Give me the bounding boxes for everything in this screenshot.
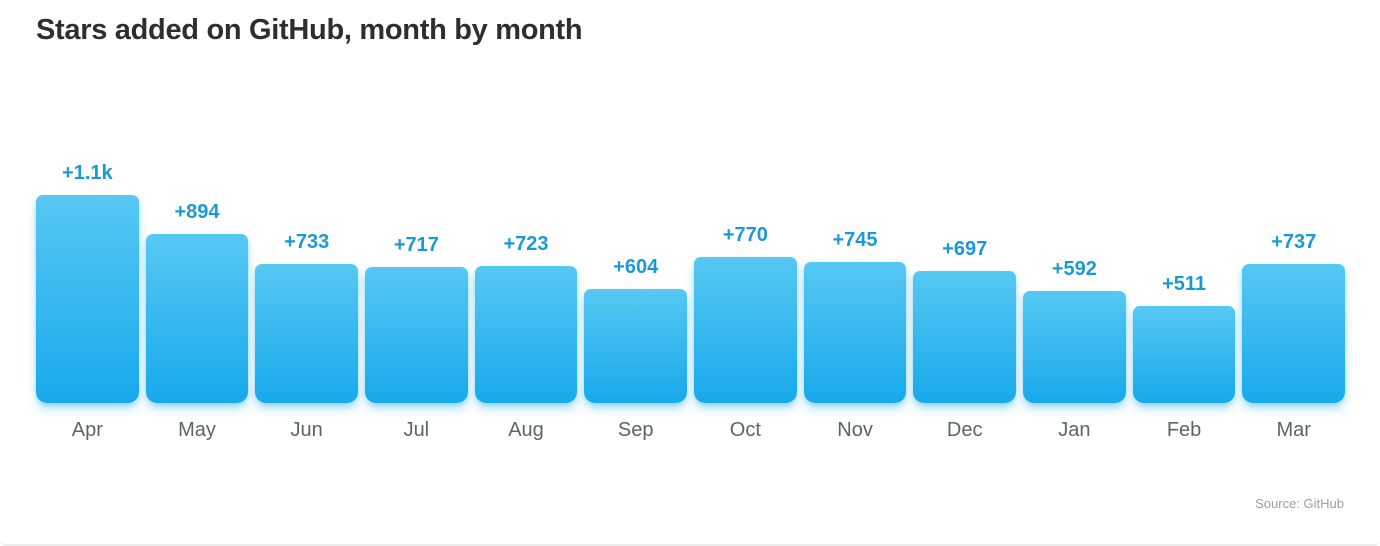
x-axis-tick-label: Dec <box>946 419 983 441</box>
bar <box>1242 264 1346 403</box>
bar-value-label: +717 <box>393 234 439 256</box>
bar-value-label: +1.1k <box>62 162 113 184</box>
bar-column: +511 <box>1132 195 1236 403</box>
bar <box>1132 306 1236 403</box>
x-axis-tick-label: Jan <box>1058 419 1091 441</box>
bar-value-label: +723 <box>503 233 549 255</box>
bar-column: +1.1k <box>36 162 139 403</box>
x-axis-tick-label: Aug <box>508 419 544 441</box>
bar-column: +604 <box>584 195 688 403</box>
bar-column: +770 <box>694 195 797 403</box>
bar-chart: +1.1k +894 +733 +717 +723 +604 +770 +745 +697 +59… <box>36 162 1346 403</box>
bar-column: +717 <box>365 195 468 403</box>
bar-value-label: +745 <box>832 229 878 251</box>
bar-value-label: +592 <box>1051 258 1097 280</box>
bar <box>255 264 359 403</box>
bar-column: +592 <box>1023 195 1126 403</box>
bar <box>145 234 249 403</box>
x-axis-tick-label: Jul <box>403 419 430 441</box>
bar-column: +733 <box>255 195 359 403</box>
bar-column: +745 <box>803 195 907 403</box>
bar-value-label: +511 <box>1162 273 1207 295</box>
bar-value-label: +737 <box>1271 231 1317 253</box>
x-axis-tick-label: Oct <box>729 419 761 441</box>
x-axis-tick-label: May <box>178 419 216 441</box>
bar <box>584 289 688 403</box>
bar <box>365 267 468 403</box>
x-axis-tick-label: Sep <box>617 419 654 441</box>
bar-value-label: +733 <box>284 231 330 253</box>
bar <box>36 195 139 403</box>
source-caption: Source: GitHub <box>1255 496 1344 511</box>
bar <box>474 266 578 403</box>
bar-value-label: +697 <box>942 238 988 260</box>
bar-column: +697 <box>913 195 1017 403</box>
x-axis-tick-label: Jun <box>290 419 323 441</box>
bar <box>913 271 1017 403</box>
x-axis-tick-label: Feb <box>1166 419 1202 441</box>
bar <box>1023 291 1126 403</box>
x-axis-labels: Apr May Jun Jul Aug Sep Oct Nov Dec Jan Feb Mar <box>36 419 1345 442</box>
bar <box>803 262 907 403</box>
bar-column: +894 <box>145 195 249 403</box>
bar-value-label: +604 <box>613 256 659 278</box>
x-axis-tick-label: Nov <box>837 419 873 441</box>
x-axis-tick-label: Apr <box>71 419 103 441</box>
bar <box>694 257 797 403</box>
chart-title: Stars added on GitHub, month by month <box>36 14 583 46</box>
bar-value-label: +894 <box>174 201 220 223</box>
bar-column: +737 <box>1242 195 1346 403</box>
bar-column: +723 <box>474 195 578 403</box>
bar-value-label: +770 <box>722 224 768 246</box>
x-axis-tick-label: Mar <box>1276 419 1311 441</box>
